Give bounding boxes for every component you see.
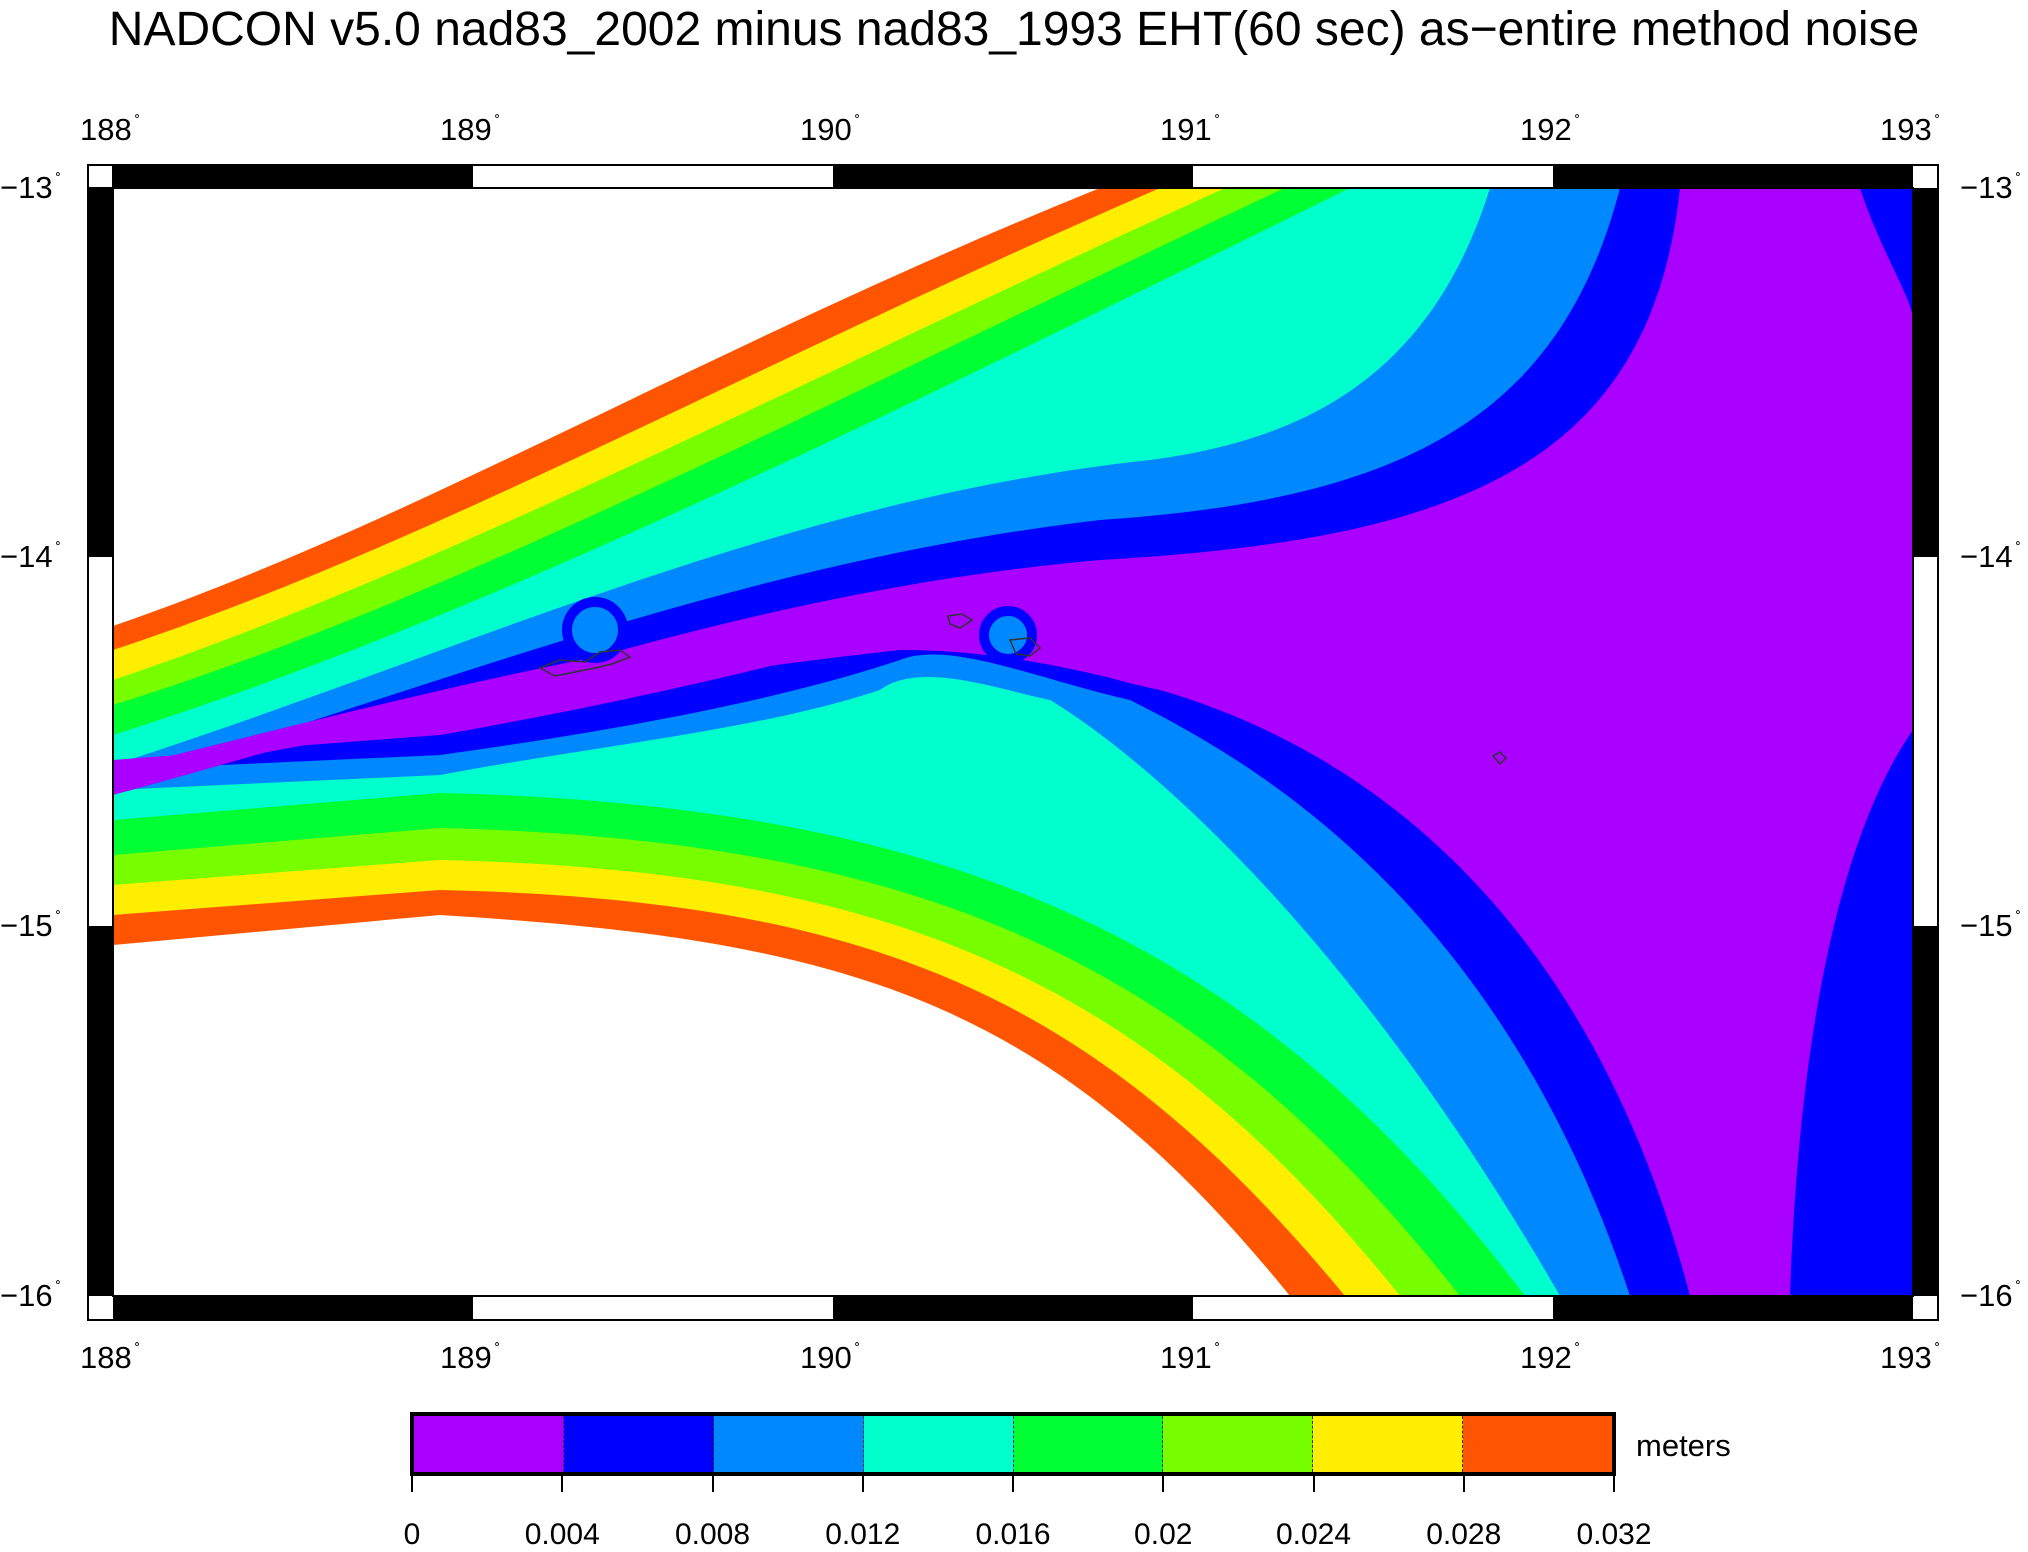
colorbar-cell-2 xyxy=(713,1416,864,1472)
map-title: NADCON v5.0 nad83_2002 minus nad83_1993 … xyxy=(108,3,1920,56)
island-ring-manua xyxy=(979,606,1037,664)
tau-coast xyxy=(1008,637,1042,657)
lat-tick-right-16: −16 ˚ xyxy=(1960,1278,2021,1313)
colorbar-tick-label: 0.028 xyxy=(1426,1518,1502,1551)
lon-tick-bottom-188: 188 ˚ xyxy=(80,1340,141,1375)
colorbar-tick-mark xyxy=(1613,1476,1615,1492)
lon-tick-top-193: 193 ˚ xyxy=(1880,112,1941,147)
lat-tick-right-13: −13 ˚ xyxy=(1960,170,2021,205)
colorbar-tick-mark xyxy=(1312,1476,1315,1492)
colorbar-cell-5 xyxy=(1163,1416,1314,1472)
colorbar-tick-label: 0.032 xyxy=(1576,1518,1652,1551)
colorbar-tick-mark xyxy=(561,1476,564,1492)
lat-tick-left-14: −14 ˚ xyxy=(0,539,61,574)
lon-tick-top-190: 190 ˚ xyxy=(800,112,861,147)
contour-map xyxy=(87,164,1939,1321)
band-0.004 xyxy=(113,188,1913,1296)
lon-tick-top-191: 191 ˚ xyxy=(1160,112,1221,147)
lat-tick-left-15: −15 ˚ xyxy=(0,908,61,943)
colorbar-tick-mark xyxy=(1162,1476,1165,1492)
rose-atoll-coast xyxy=(1491,751,1508,766)
colorbar-tick-mark xyxy=(1462,1476,1465,1492)
lon-tick-top-188: 188 ˚ xyxy=(80,112,141,147)
lon-tick-bottom-189: 189 ˚ xyxy=(440,1340,501,1375)
colorbar-unit: meters xyxy=(1636,1428,1731,1463)
lon-tick-bottom-190: 190 ˚ xyxy=(800,1340,861,1375)
map-frame xyxy=(87,164,1939,1321)
colorbar-tick-mark xyxy=(411,1476,413,1492)
contour-bands xyxy=(113,188,1913,1296)
lon-tick-top-189: 189 ˚ xyxy=(440,112,501,147)
lat-tick-left-13: −13 ˚ xyxy=(0,170,61,205)
colorbar-tick-label: 0.012 xyxy=(825,1518,901,1551)
colorbar-cell-0 xyxy=(414,1416,564,1472)
colorbar-cell-6 xyxy=(1313,1416,1464,1472)
tutuila-coast xyxy=(538,649,632,677)
colorbar-tick-mark xyxy=(861,1476,864,1492)
colorbar-tick-mark xyxy=(1012,1476,1014,1492)
island-ring-tutuila xyxy=(562,597,628,663)
colorbar-tick-label: 0.02 xyxy=(1134,1518,1193,1551)
colorbar-tick-mark xyxy=(711,1476,714,1492)
colorbar-cell-3 xyxy=(863,1416,1014,1472)
colorbar-cell-4 xyxy=(1013,1416,1164,1472)
colorbar-tick-label: 0.016 xyxy=(975,1518,1051,1551)
colorbar-tick-label: 0.008 xyxy=(674,1518,751,1551)
lon-tick-bottom-191: 191 ˚ xyxy=(1160,1340,1221,1375)
lat-tick-right-14: −14 ˚ xyxy=(1960,539,2021,574)
colorbar-tick-label: 0.004 xyxy=(524,1518,600,1551)
colorbar xyxy=(410,1412,1616,1476)
lat-tick-right-15: −15 ˚ xyxy=(1960,908,2021,943)
colorbar-cell-1 xyxy=(563,1416,714,1472)
lon-tick-bottom-192: 192 ˚ xyxy=(1520,1340,1581,1375)
colorbar-tick-label: 0.024 xyxy=(1275,1518,1352,1551)
lon-tick-bottom-193: 193 ˚ xyxy=(1880,1340,1941,1375)
lat-tick-left-16: −16 ˚ xyxy=(0,1278,61,1313)
coastlines xyxy=(538,613,1508,766)
lon-tick-top-192: 192 ˚ xyxy=(1520,112,1581,147)
ofu-coast xyxy=(947,613,974,629)
colorbar-tick-label: 0 xyxy=(403,1518,421,1551)
colorbar-cell-7 xyxy=(1463,1416,1612,1472)
band-0 xyxy=(113,188,1913,1296)
